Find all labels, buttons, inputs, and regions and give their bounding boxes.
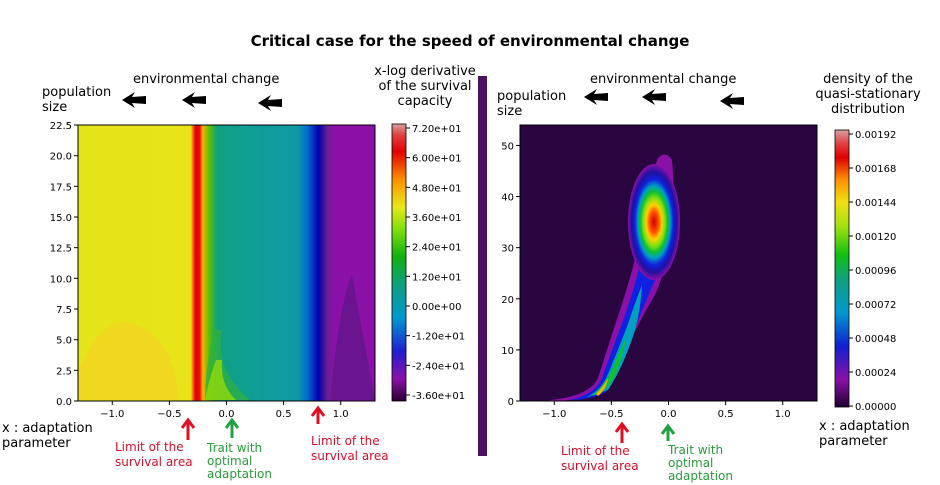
left-annotation-limit-2: Limit of the survival area bbox=[311, 434, 389, 463]
left-cb-tick-label: 0.00e+00 bbox=[412, 302, 462, 313]
right-x-tick-label: 1.0 bbox=[775, 409, 791, 420]
left-cb-tick-label: 3.60e+01 bbox=[412, 213, 462, 224]
right-limit-arrow-icon bbox=[614, 421, 630, 443]
left-colorbar-title: x-log derivative of the survival capacit… bbox=[374, 64, 476, 109]
left-x-tick-label: −0.5 bbox=[157, 409, 181, 420]
left-x-label: x : adaptation parameter bbox=[2, 421, 93, 451]
left-cb-tick-label: 4.80e+01 bbox=[412, 183, 462, 194]
left-annotation-optimal: Trait with optimal adaptation bbox=[207, 441, 272, 481]
left-chart-svg: 0.0 2.5 5.0 7.5 10.0 12.5 15.0 17.5 20.0 22.5 −1.… bbox=[50, 92, 465, 440]
left-y-tick-label: 22.5 bbox=[50, 121, 72, 132]
right-annotation-optimal: Trait with optimal adaptation bbox=[668, 443, 733, 483]
left-y-tick-label: 5.0 bbox=[56, 336, 72, 347]
right-arrow-icon-2 bbox=[642, 89, 666, 105]
left-env-change-label: environmental change bbox=[133, 72, 280, 87]
left-population-label: population size bbox=[42, 85, 112, 115]
right-cb-tick-label: 0.00168 bbox=[855, 164, 896, 175]
right-x-tick-label: −0.5 bbox=[599, 409, 623, 420]
left-low-blob bbox=[78, 321, 178, 400]
right-x-axis: −1.0 −0.5 0.0 0.5 1.0 bbox=[542, 401, 791, 420]
right-y-tick-label: 0 bbox=[508, 397, 514, 408]
right-y-axis: 0 10 20 30 40 50 bbox=[501, 141, 520, 408]
right-y-tick-label: 20 bbox=[501, 295, 514, 306]
right-cb-tick-label: 0.00072 bbox=[855, 300, 896, 311]
left-x-tick-label: 0.0 bbox=[219, 409, 235, 420]
right-cb-tick-label: 0.00192 bbox=[855, 130, 896, 141]
left-y-tick-label: 7.5 bbox=[56, 305, 72, 316]
left-colorbar-ticks: 7.20e+01 6.00e+01 4.80e+01 3.60e+01 2.40e+01… bbox=[406, 124, 465, 402]
figure-title: Critical case for the speed of environme… bbox=[250, 32, 690, 50]
right-y-tick-label: 50 bbox=[501, 141, 514, 152]
right-cb-tick-label: 0.00144 bbox=[855, 198, 896, 209]
left-cb-tick-label: -3.60e+01 bbox=[412, 391, 465, 402]
left-y-tick-label: 17.5 bbox=[50, 182, 72, 193]
left-y-tick-label: 2.5 bbox=[56, 366, 72, 377]
right-colorbar-title: density of the quasi-stationary distribu… bbox=[815, 72, 921, 117]
left-y-axis: 0.0 2.5 5.0 7.5 10.0 12.5 15.0 17.5 20.0 22.5 bbox=[50, 121, 78, 408]
left-arrow-icon-2 bbox=[182, 92, 206, 108]
right-env-arrows bbox=[584, 89, 744, 109]
right-population-label: population size bbox=[497, 89, 567, 119]
left-y-tick-label: 15.0 bbox=[50, 213, 72, 224]
right-arrow-icon-3 bbox=[720, 93, 744, 109]
left-y-tick-label: 10.0 bbox=[50, 274, 72, 285]
left-cb-tick-label: 7.20e+01 bbox=[412, 124, 462, 135]
right-cb-tick-label: 0.00120 bbox=[855, 232, 896, 243]
right-cb-tick-label: 0.00024 bbox=[855, 368, 896, 379]
right-env-change-label: environmental change bbox=[590, 72, 737, 87]
right-y-tick-label: 30 bbox=[501, 244, 514, 255]
left-optimal-arrow-icon bbox=[224, 417, 240, 438]
right-x-tick-label: 0.0 bbox=[661, 409, 677, 420]
right-heatmap: 0 10 20 30 40 50 −1.0 −0.5 0.0 0.5 1.0 bbox=[501, 124, 818, 420]
left-limit-arrow-icon-2 bbox=[310, 405, 326, 424]
right-ridge-yellow bbox=[596, 378, 608, 396]
right-ridge-green bbox=[592, 338, 626, 396]
left-x-tick-label: 0.5 bbox=[276, 409, 292, 420]
right-x-tick-label: 0.5 bbox=[718, 409, 734, 420]
right-annotation-limit: Limit of the survival area bbox=[561, 444, 639, 473]
left-x-axis: −1.0 −0.5 0.0 0.5 1.0 bbox=[100, 401, 349, 420]
left-env-arrows bbox=[122, 92, 282, 111]
left-heatmap: 0.0 2.5 5.0 7.5 10.0 12.5 15.0 17.5 20.0 22.5 −1.… bbox=[50, 121, 376, 420]
right-cb-tick-label: 0.00048 bbox=[855, 334, 896, 345]
left-arrow-icon-3 bbox=[258, 95, 282, 111]
right-x-tick-label: −1.0 bbox=[542, 409, 566, 420]
left-y-tick-label: 12.5 bbox=[50, 244, 72, 255]
left-cb-tick-label: 1.20e+01 bbox=[412, 272, 462, 283]
right-y-tick-label: 40 bbox=[501, 193, 514, 204]
right-optimal-arrow-icon bbox=[660, 423, 676, 441]
right-colorbar bbox=[834, 129, 850, 408]
panel-separator bbox=[478, 76, 487, 456]
left-annotation-limit-1: Limit of the survival area bbox=[115, 440, 193, 469]
right-x-label: x : adaptation parameter bbox=[819, 419, 910, 449]
left-cb-tick-label: -1.20e+01 bbox=[412, 332, 465, 343]
left-x-tick-label: 1.0 bbox=[333, 409, 349, 420]
left-x-tick-label: −1.0 bbox=[100, 409, 124, 420]
left-y-tick-label: 0.0 bbox=[56, 397, 72, 408]
right-colorbar-ticks: 0.00192 0.00168 0.00144 0.00120 0.00096 0.000… bbox=[849, 130, 896, 413]
left-cb-tick-label: 6.00e+01 bbox=[412, 154, 462, 165]
right-cb-tick-label: 0.00000 bbox=[855, 402, 896, 413]
right-y-tick-label: 10 bbox=[501, 346, 514, 357]
left-arrow-icon-1 bbox=[122, 92, 146, 108]
left-purple-bump bbox=[330, 275, 375, 400]
left-lime-tail bbox=[205, 360, 236, 400]
left-cb-tick-label: -2.40e+01 bbox=[412, 361, 465, 372]
right-peak bbox=[628, 164, 680, 280]
left-y-tick-label: 20.0 bbox=[50, 152, 72, 163]
right-cb-tick-label: 0.00096 bbox=[855, 266, 896, 277]
right-arrow-icon-1 bbox=[584, 89, 608, 105]
left-colorbar bbox=[391, 123, 407, 402]
left-cb-tick-label: 2.40e+01 bbox=[412, 243, 462, 254]
left-limit-arrow-icon-1 bbox=[180, 417, 196, 440]
